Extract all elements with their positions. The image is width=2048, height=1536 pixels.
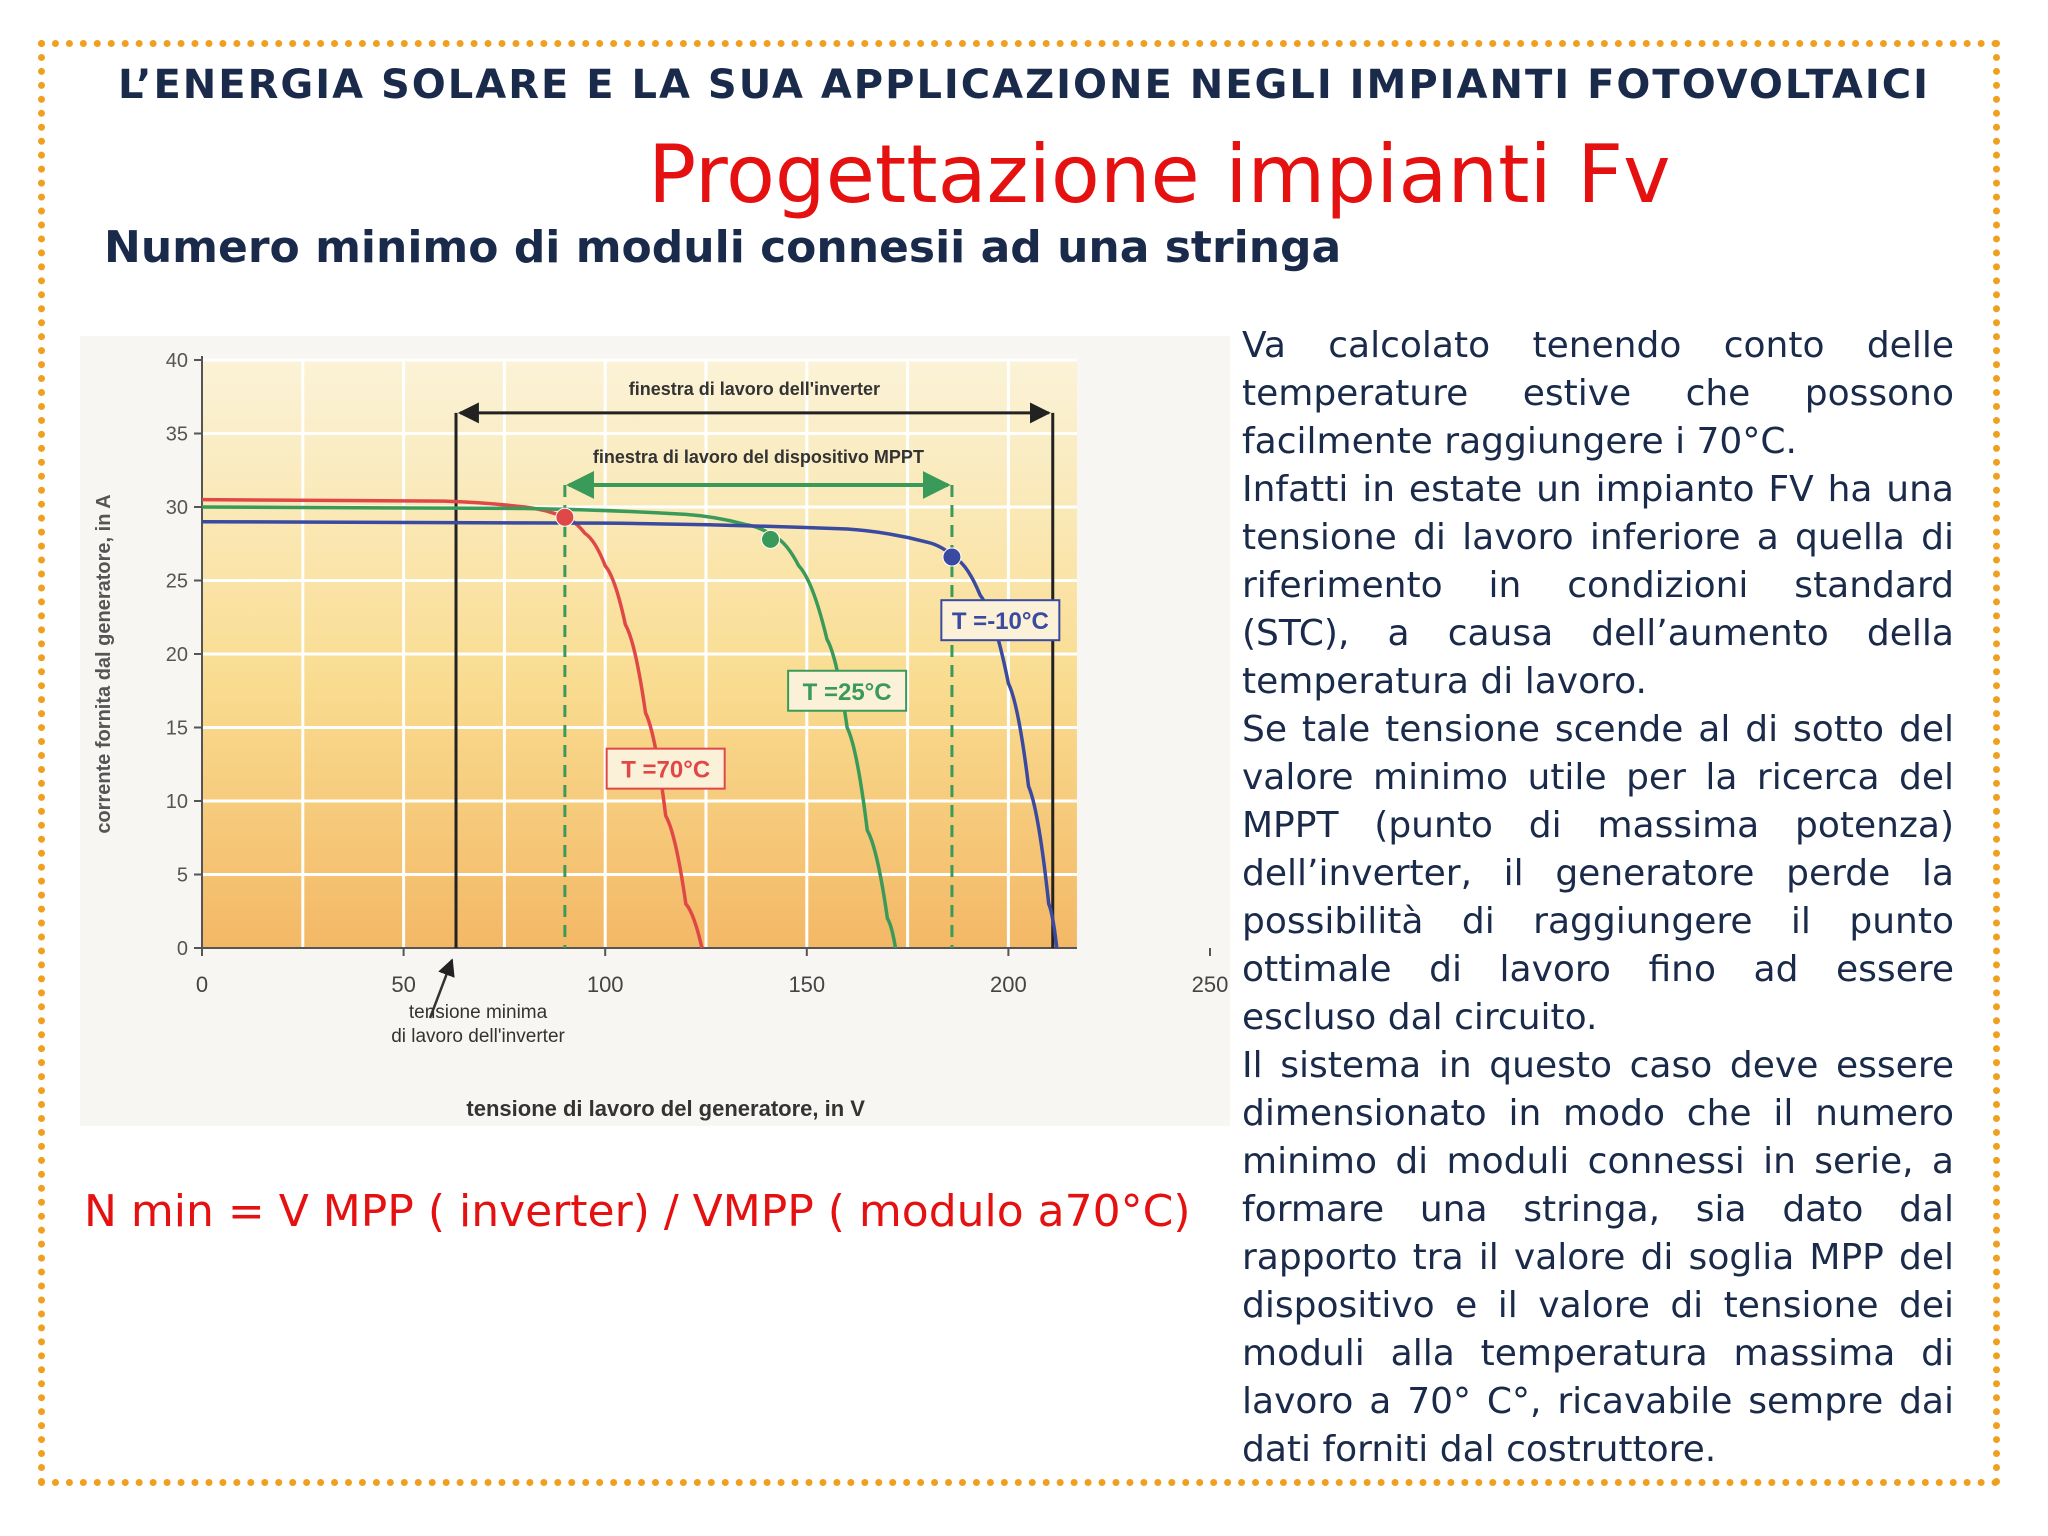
inverter-window-label: finestra di lavoro dell'inverter <box>629 379 880 399</box>
formula: N min = V MPP ( inverter) / VMPP ( modul… <box>84 1186 1191 1237</box>
iv-curve-line <box>201 497 704 949</box>
subtitle: Numero minimo di moduli connesii ad una … <box>104 222 1342 273</box>
annotation-line1: tensione minima <box>409 1002 548 1023</box>
series-label-box <box>940 599 1061 642</box>
mppt-window-label: finestra di lavoro del dispositivo MPPT <box>593 447 924 467</box>
y-tick-label: 30 <box>166 497 188 519</box>
slide-frame <box>38 40 2000 1486</box>
description-paragraph: Se tale tensione scende al di sotto del … <box>1242 709 1954 1038</box>
iv-curve-line <box>201 505 898 949</box>
annotation-line2: di lavoro dell'inverter <box>391 1026 565 1047</box>
x-tick-label: 0 <box>196 972 208 997</box>
y-tick-label: 0 <box>177 938 188 960</box>
x-axis-label: tensione di lavoro del generatore, in V <box>466 1096 865 1121</box>
mpp-point <box>942 547 962 567</box>
y-tick-label: 20 <box>166 644 188 666</box>
x-tick-label: 150 <box>788 972 825 997</box>
y-tick-label: 15 <box>166 718 188 740</box>
y-tick-label: 35 <box>166 424 188 446</box>
y-tick-label: 5 <box>177 865 188 887</box>
iv-chart-svg: 0 5 10 15 20 25 30 35 40 0 50 100 150 200 250 corrente… <box>80 336 1230 1126</box>
y-tick-label: 25 <box>166 571 188 593</box>
description-paragraph: Infatti in estate un impianto FV ha una … <box>1242 469 1954 702</box>
chart-labels: corrente fornita dal generatore, in A ten… <box>93 379 1061 1121</box>
series-label-box <box>787 669 908 712</box>
axes: 0 5 10 15 20 25 30 35 40 0 50 100 150 200 250 <box>166 350 1229 997</box>
series-label: T =-10°C <box>952 608 1049 635</box>
x-tick-label: 200 <box>990 972 1027 997</box>
curves <box>201 497 1059 949</box>
description-paragraph: Va calcolato tenendo conto delle tempera… <box>1242 325 1954 462</box>
y-axis-label: corrente fornita dal generatore, in A <box>93 494 115 833</box>
x-tick-label: 100 <box>587 972 624 997</box>
description-text: Va calcolato tenendo conto delle tempera… <box>1242 322 1954 1474</box>
series-label-box <box>605 747 726 790</box>
iv-chart: 0 5 10 15 20 25 30 35 40 0 50 100 150 200 250 corrente… <box>80 336 1230 1126</box>
mpp-point <box>555 507 575 527</box>
main-title: Progettazione impianti Fv <box>648 128 1671 221</box>
x-tick-label: 50 <box>391 972 415 997</box>
window-markers <box>454 402 1055 948</box>
annotation-arrow <box>428 958 455 1019</box>
x-tick-label: 250 <box>1192 972 1229 997</box>
y-tick-label: 10 <box>166 791 188 813</box>
description-paragraph: Il sistema in questo caso deve essere di… <box>1242 1045 1954 1470</box>
series-label: T =25°C <box>803 679 892 706</box>
mpp-point <box>761 529 781 549</box>
series-label: T =70°C <box>621 757 710 784</box>
y-tick-label: 40 <box>166 350 188 372</box>
header-title: L’ENERGIA SOLARE E LA SUA APPLICAZIONE N… <box>117 62 1931 108</box>
